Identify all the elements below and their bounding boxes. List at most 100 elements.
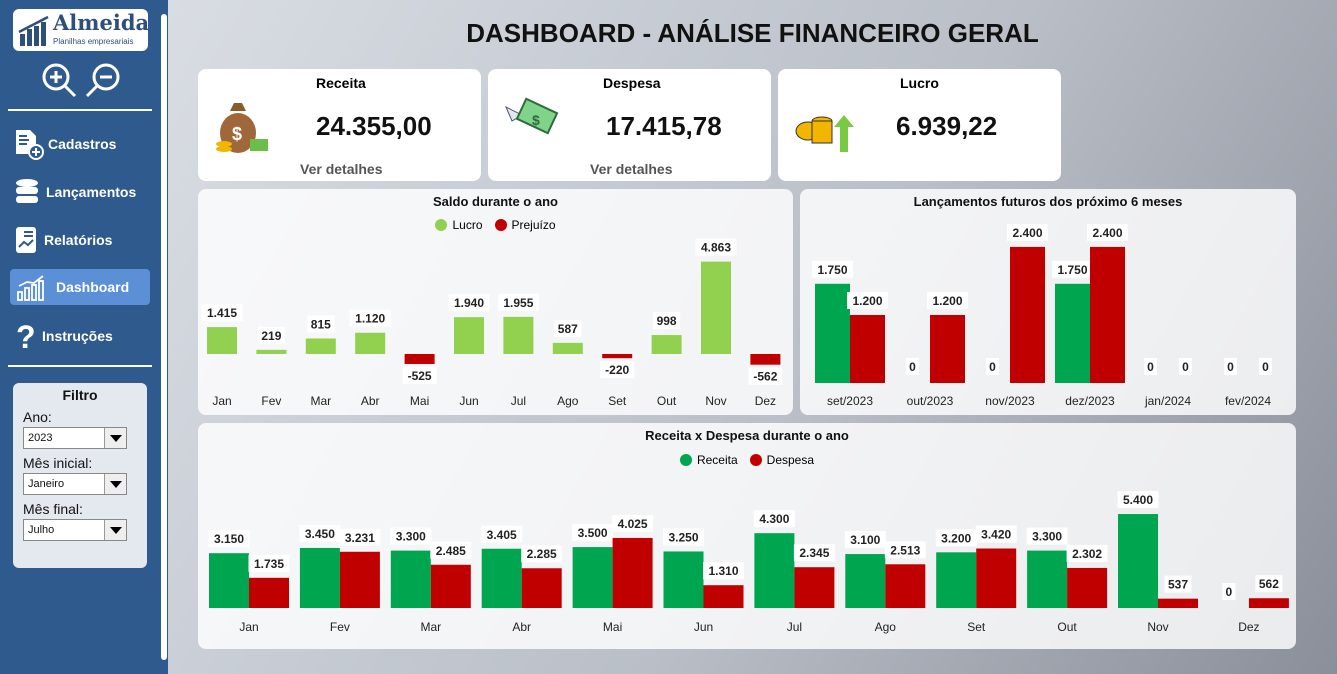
chart-title: Receita x Despesa durante o ano [645, 428, 849, 443]
data-label: 1.200 [852, 294, 882, 308]
chevron-down-icon[interactable] [104, 520, 126, 540]
bar-abr [355, 332, 386, 354]
zoom-out-icon[interactable] [84, 62, 122, 100]
card-despesa: Despesa $ 17.415,78 Ver detalhes [488, 69, 771, 181]
bar-set/2023-0 [815, 283, 850, 383]
database-icon [16, 179, 38, 203]
data-label-bg [1007, 223, 1048, 241]
data-label: 1.750 [817, 263, 847, 277]
bar-ago-receita [845, 554, 886, 608]
data-label: 2.302 [1072, 547, 1102, 561]
nav-label: Cadastros [48, 136, 117, 152]
mes-inicial-value: Janeiro [28, 478, 65, 490]
category-label: Jan [239, 620, 258, 634]
mes-final-value: Julho [28, 524, 55, 536]
category-label: Set [967, 620, 986, 634]
data-label-bg [927, 291, 968, 309]
data-label-bg [1164, 575, 1192, 593]
category-label: Out [657, 394, 677, 408]
data-label: 0 [909, 360, 916, 374]
data-label-bg [812, 260, 853, 278]
data-label-bg [884, 541, 926, 559]
futuros-chart: 1.750 1.200 set/2023 0 1.200 out/2023 0 2.400 no… [812, 223, 1272, 408]
nav-cadastros[interactable]: Cadastros [14, 126, 154, 162]
ano-select[interactable]: 2023 [23, 427, 127, 449]
data-label-bg [793, 544, 835, 562]
nav-label: Instruções [42, 328, 113, 344]
bar-set/2023-1 [850, 314, 885, 383]
data-label-bg [703, 562, 744, 580]
bar-fev-despesa [339, 551, 380, 608]
category-label: Mar [310, 394, 331, 408]
bar-ago-despesa [885, 564, 926, 608]
scrollbar-thumb[interactable] [161, 14, 167, 660]
flying-money-icon: $ [505, 97, 559, 135]
data-label: 3.420 [981, 527, 1011, 541]
card-receita: Receita $ 24.355,00 Ver detalhes [198, 69, 481, 181]
scrollbar[interactable] [160, 0, 168, 674]
data-label-bg [339, 528, 381, 546]
data-label: 537 [1168, 578, 1188, 592]
data-label-bg [402, 366, 437, 384]
category-label: Jan [212, 394, 231, 408]
nav-label: Lançamentos [46, 184, 137, 200]
bar-jun-receita [663, 551, 704, 608]
data-label-bg [600, 361, 635, 379]
data-label-bg [1259, 358, 1272, 375]
category-label: set/2023 [827, 394, 873, 408]
ver-detalhes-link[interactable]: Ver detalhes [590, 161, 673, 177]
category-label: jan/2024 [1144, 394, 1191, 408]
category-label: Out [1057, 620, 1077, 634]
chevron-down-icon[interactable] [104, 428, 126, 448]
bar-jun [454, 317, 484, 354]
nav-lancamentos[interactable]: Lançamentos [14, 174, 154, 210]
ver-detalhes-link[interactable]: Ver detalhes [300, 161, 383, 177]
nav-relatorios[interactable]: Relatórios [14, 222, 154, 258]
nav-dashboard[interactable]: Dashboard [10, 269, 150, 305]
data-label: 3.500 [578, 526, 608, 540]
logo-bars-icon [18, 15, 49, 46]
data-label-bg [935, 529, 977, 547]
data-label-bg [748, 367, 783, 385]
data-label-bg [448, 294, 490, 312]
data-label-bg [1222, 583, 1236, 600]
filter-title: Filtro [62, 387, 98, 403]
legend-swatch-despesa [749, 454, 762, 466]
data-label: 2.400 [1012, 226, 1042, 240]
data-label: 562 [1259, 577, 1279, 591]
logo[interactable]: Almeida Planilhas empresariais [13, 9, 150, 51]
dashboard-chart-icon [17, 275, 44, 301]
data-label: 4.025 [618, 517, 648, 531]
data-label: 1.415 [207, 306, 237, 320]
nav-label: Dashboard [56, 279, 130, 295]
svg-text:?: ? [16, 320, 36, 352]
card-lucro: Lucro 6.939,22 [778, 69, 1061, 181]
bar-mai [404, 354, 435, 364]
data-label: 3.200 [941, 531, 971, 545]
data-label: 1.310 [708, 564, 738, 578]
data-label: 3.405 [487, 528, 517, 542]
nav-instrucoes[interactable]: ? Instruções [14, 318, 154, 354]
category-label: Jun [694, 620, 713, 634]
data-label: 4.300 [759, 512, 789, 526]
legend-swatch-receita [679, 454, 692, 466]
mes-final-select[interactable]: Julho [23, 519, 127, 541]
data-label: 2.513 [890, 543, 920, 557]
data-label-bg [257, 326, 285, 344]
category-label: Ago [557, 394, 579, 408]
category-label: Jul [787, 620, 802, 634]
bar-set [602, 354, 633, 359]
mes-inicial-select[interactable]: Janeiro [23, 473, 127, 495]
chevron-down-icon[interactable] [104, 474, 126, 494]
bar-jul [503, 316, 534, 354]
zoom-in-icon[interactable] [40, 62, 78, 100]
data-label: 0 [1227, 360, 1234, 374]
logo-name: Almeida [53, 10, 150, 35]
data-label-bg [299, 524, 341, 542]
category-label: Jul [511, 394, 526, 408]
category-label: Dez [1238, 620, 1259, 634]
bar-set-receita [936, 552, 977, 608]
data-label: 2.345 [799, 546, 829, 560]
ano-label: Ano: [23, 409, 52, 425]
bar-jul-despesa [794, 567, 835, 608]
